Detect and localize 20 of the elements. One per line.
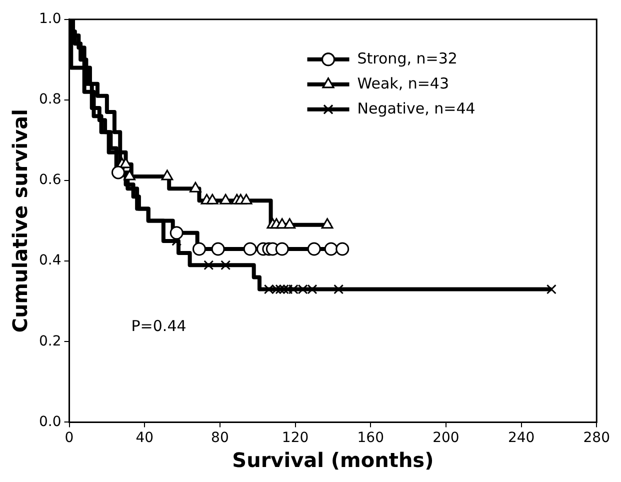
x-tick-label: 160 [357,430,384,446]
x-tick-label: 240 [508,430,535,446]
annotation: P=0.44 [131,317,186,336]
y-tick-label: 0.6 [39,172,62,188]
legend-label: Weak, n=43 [357,74,450,92]
x-axis-title: Survival (months) [232,448,434,472]
y-tick-label: 0.0 [39,414,62,430]
y-tick-label: 1.0 [39,11,62,28]
y-tick-label: 0.8 [39,92,62,108]
x-tick-label: 0 [64,430,74,446]
legend-label: Negative, n=44 [357,99,476,118]
x-tick-label: 280 [583,430,610,446]
x-tick-label: 80 [211,430,229,446]
x-tick-label: 120 [282,430,309,446]
x-tick-label: 40 [136,430,154,446]
y-tick-label: 0.4 [39,252,62,269]
y-axis-title: Cumulative survival [8,108,32,333]
y-tick-label: 0.2 [39,333,62,350]
legend-label: Strong, n=32 [357,49,458,68]
x-tick-label: 200 [432,430,460,446]
